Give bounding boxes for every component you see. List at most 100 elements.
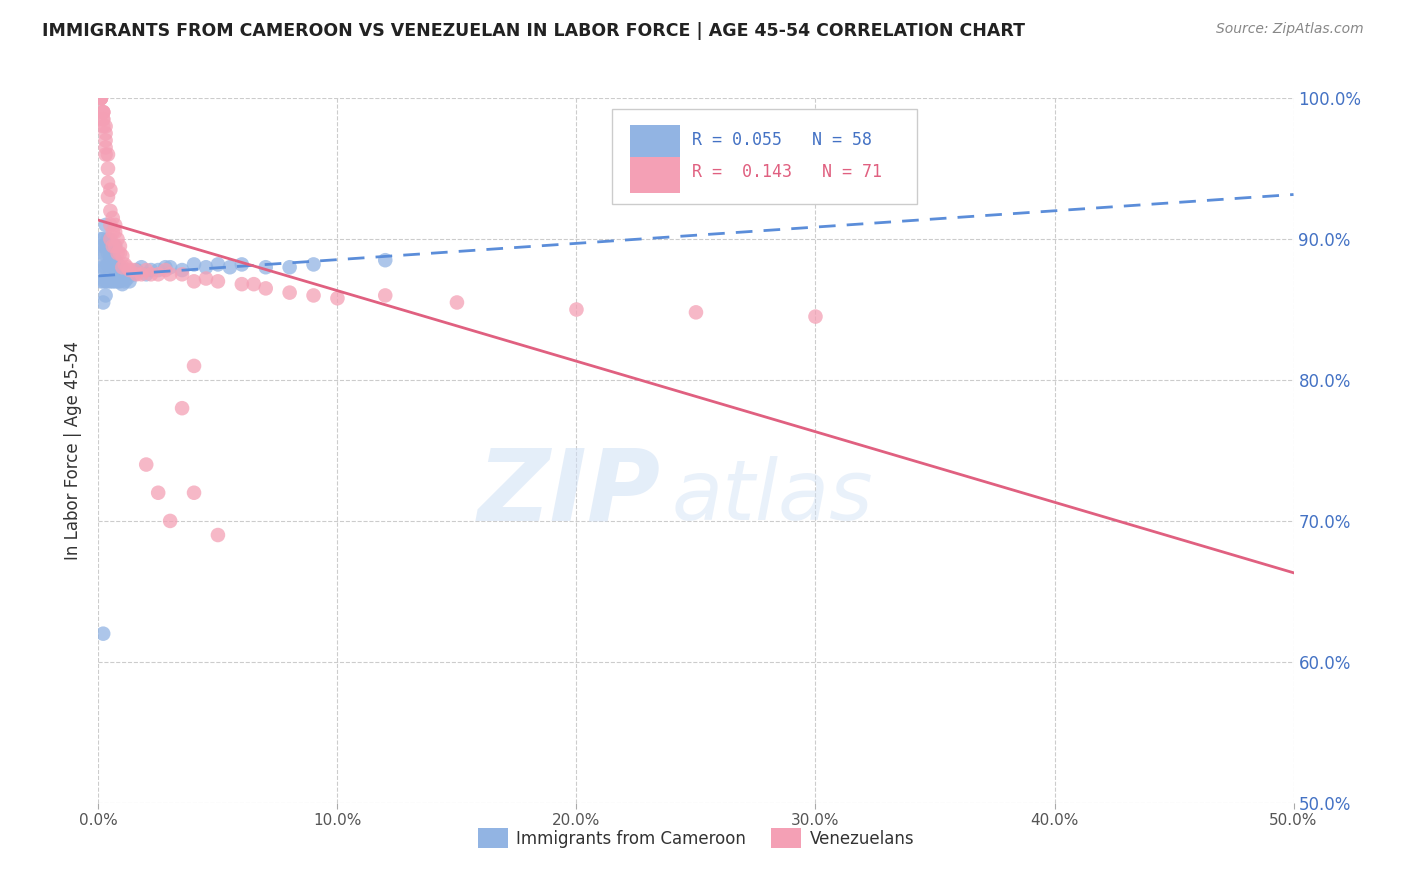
Point [254,281,277,295]
Point [97,147,120,161]
Point [135,458,157,472]
Point [195,271,218,285]
Point [183,274,205,288]
Point [104,239,127,253]
Point [107,274,129,288]
Point [131,268,153,282]
Point [108,246,131,260]
Point [111,263,134,277]
Point [90,260,112,275]
Point [254,260,277,275]
Point [94,120,117,134]
Point [94,260,117,275]
Point [231,277,253,292]
Point [91,626,114,640]
Point [114,274,136,288]
Point [374,288,396,302]
Point [91,105,114,120]
Point [98,239,122,253]
Point [302,257,325,271]
Point [172,268,194,282]
FancyBboxPatch shape [630,125,681,161]
Point [104,218,127,232]
Point [91,295,114,310]
Point [90,246,112,260]
Point [159,268,181,282]
Point [97,176,120,190]
Point [278,260,301,275]
Point [104,239,127,253]
Point [90,232,112,246]
Point [94,140,117,154]
Point [148,263,170,277]
Point [91,232,114,246]
Point [107,257,129,271]
Point [108,239,131,253]
Point [374,253,396,268]
Point [94,218,117,232]
Point [148,268,170,282]
Point [135,263,157,277]
Point [231,257,253,271]
Point [90,91,112,105]
Point [108,260,131,275]
Point [90,91,112,105]
Point [98,249,122,263]
Point [101,260,124,275]
Point [195,260,218,275]
Point [91,120,114,134]
Text: ZIP: ZIP [477,444,661,541]
Point [98,232,122,246]
Point [108,274,131,288]
Point [685,305,707,319]
Point [94,274,117,288]
Legend: Immigrants from Cameroon, Venezuelans: Immigrants from Cameroon, Venezuelans [471,822,921,855]
Text: Source: ZipAtlas.com: Source: ZipAtlas.com [1216,22,1364,37]
Point [101,239,124,253]
Point [118,274,141,288]
Point [94,126,117,140]
Point [98,263,122,277]
Point [101,274,124,288]
Point [111,277,134,292]
Point [135,268,157,282]
Point [172,263,194,277]
Point [278,285,301,300]
Point [326,291,349,305]
Point [98,203,122,218]
Point [172,401,194,416]
Point [183,485,205,500]
Point [155,260,177,275]
Point [114,257,136,271]
Point [565,302,588,317]
Point [90,91,112,105]
Point [90,91,112,105]
Text: R = 0.055   N = 58: R = 0.055 N = 58 [692,131,872,149]
Point [124,268,146,282]
Point [183,359,205,373]
Point [97,274,120,288]
Y-axis label: In Labor Force | Age 45-54: In Labor Force | Age 45-54 [65,341,83,560]
Point [98,218,122,232]
Point [91,112,114,127]
Point [107,246,129,260]
Point [125,263,148,277]
Point [115,271,138,285]
Point [446,295,468,310]
Point [97,161,120,176]
Point [124,263,146,277]
Point [207,274,229,288]
Point [91,246,114,260]
Point [90,91,112,105]
Point [104,263,127,277]
Point [804,310,827,324]
Point [302,288,325,302]
Point [183,257,205,271]
Point [159,260,181,275]
FancyBboxPatch shape [630,157,681,194]
Point [101,246,124,260]
Point [91,105,114,120]
Point [219,260,242,275]
Point [90,274,112,288]
Point [159,514,181,528]
